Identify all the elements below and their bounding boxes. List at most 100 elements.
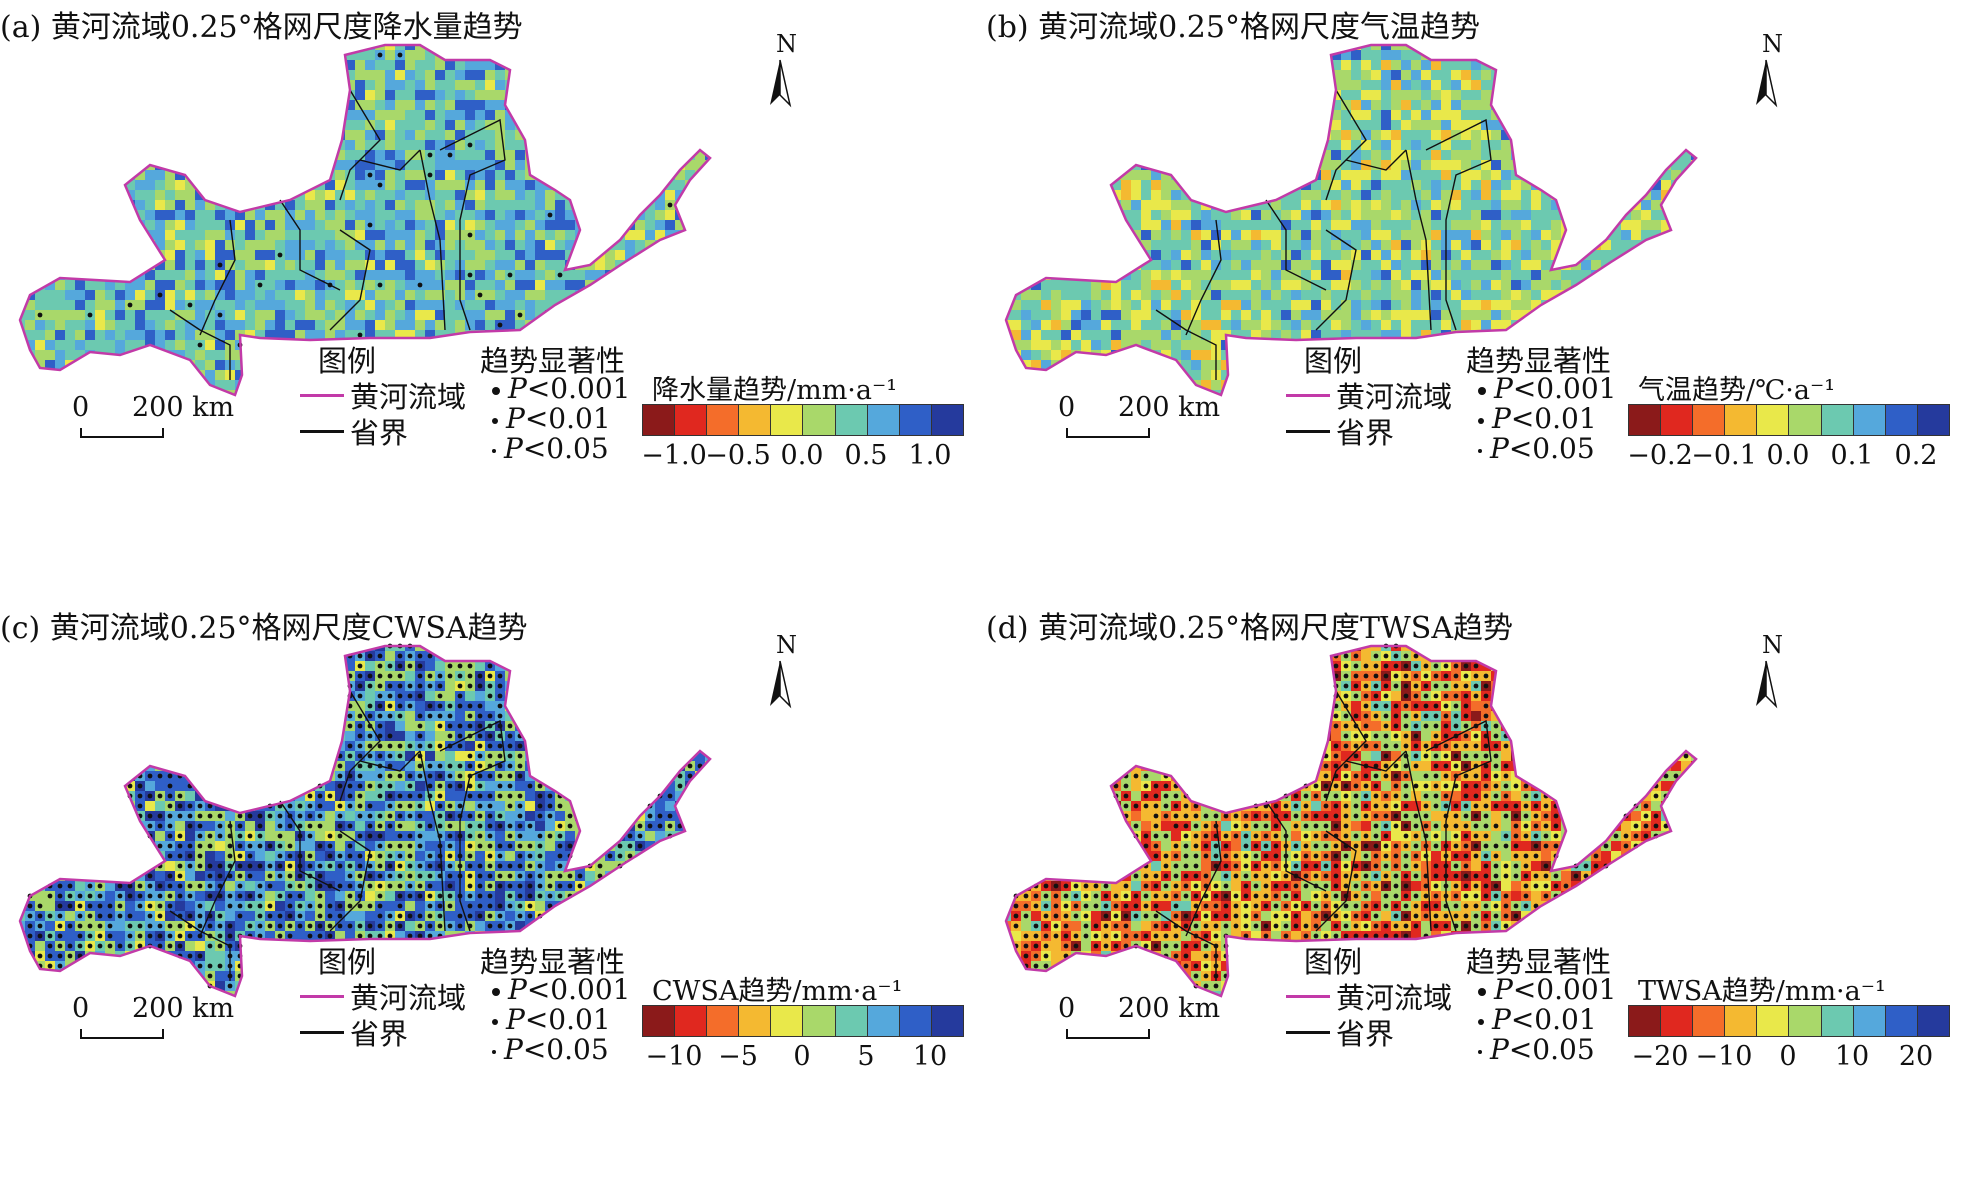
colorbar-swatch — [771, 405, 804, 435]
province-boundary — [339, 89, 381, 201]
colorbar-swatch — [835, 1006, 868, 1036]
colorbar-swatch — [1629, 1006, 1662, 1036]
significance-level-3: P<0.05 — [492, 1033, 609, 1066]
colorbar-swatch — [1885, 1006, 1918, 1036]
province-boundary — [279, 800, 341, 892]
north-label: N — [776, 30, 797, 58]
province-boundary — [1405, 750, 1432, 932]
panel-c: (c) 黄河流域0.25°格网尺度CWSA趋势 N 0 200 km 图例 黄河流域 省界… — [0, 601, 985, 1201]
colorbar-swatch — [1629, 405, 1662, 435]
province-boundary — [1155, 309, 1217, 380]
province-boundary — [1315, 229, 1357, 331]
province-boundary — [199, 219, 236, 336]
panel-a: (a) 黄河流域0.25°格网尺度降水量趋势 N 0 200 km 图例 黄河流域 省界趋… — [0, 0, 985, 600]
province-boundary — [1185, 219, 1222, 336]
legend-basin-item: 黄河流域 — [300, 374, 466, 416]
panel-title: (b) 黄河流域0.25°格网尺度气温趋势 — [986, 10, 1480, 45]
legend-title: 图例 — [318, 945, 377, 979]
north-label: N — [1762, 631, 1783, 659]
significance-level-2: P<0.01 — [492, 1003, 611, 1036]
basin-outline — [1004, 43, 1698, 397]
colorbar-tick-label: 0.2 — [1894, 440, 1938, 471]
colorbar-tick-label: 0.1 — [1830, 440, 1874, 471]
colorbar-swatch — [867, 405, 900, 435]
colorbar-swatch — [1885, 405, 1918, 435]
province-boundary — [279, 199, 341, 291]
north-arrow-icon — [1756, 59, 1778, 108]
significance-level-1: P<0.001 — [1478, 973, 1616, 1006]
colorbar-tick-label: 0.0 — [780, 440, 824, 471]
legend-title: 图例 — [318, 344, 377, 378]
colorbar-title: 气温趋势/℃·a⁻¹ — [1638, 375, 1836, 406]
basin-outline — [1004, 644, 1698, 998]
colorbar-swatch — [1725, 405, 1758, 435]
colorbar-swatch — [803, 1006, 836, 1036]
panel-title: (d) 黄河流域0.25°格网尺度TWSA趋势 — [986, 611, 1514, 646]
province-boundary — [359, 750, 421, 772]
panel-b: (b) 黄河流域0.25°格网尺度气温趋势 N 0 200 km 图例 黄河流域 省界 趋势… — [986, 0, 1971, 600]
colorbar-tick-label: 5 — [857, 1041, 875, 1072]
colorbar — [1628, 404, 1950, 436]
legend-province-item: 省界 — [1286, 1011, 1394, 1053]
colorbar-swatch — [1917, 1006, 1949, 1036]
colorbar-title: 降水量趋势/mm·a⁻¹ — [652, 375, 898, 406]
colorbar-tick-label: 1.0 — [908, 440, 952, 471]
province-boundary — [1185, 820, 1222, 937]
province-boundary — [359, 149, 421, 171]
colorbar-swatch — [835, 405, 868, 435]
colorbar-tick-label: 0 — [793, 1041, 811, 1072]
significance-level-3: P<0.05 — [1478, 1033, 1595, 1066]
panel-d: (d) 黄河流域0.25°格网尺度TWSA趋势 N 0 200 km 图例 黄河流域 省界… — [986, 601, 1971, 1201]
province-boundary — [419, 149, 446, 331]
colorbar-swatch — [1757, 405, 1790, 435]
colorbar-tick-label: 20 — [1898, 1041, 1934, 1072]
north-arrow-icon — [770, 660, 792, 709]
legend-title: 图例 — [1304, 344, 1363, 378]
colorbar — [642, 404, 964, 436]
significance-title: 趋势显著性 — [480, 945, 626, 979]
colorbar-swatch — [1821, 405, 1854, 435]
significance-level-2: P<0.01 — [1478, 402, 1597, 435]
province-boundary — [1265, 800, 1327, 892]
legend-title: 图例 — [1304, 945, 1363, 979]
colorbar-swatch — [707, 1006, 740, 1036]
colorbar-tick-label: −0.1 — [1691, 440, 1757, 471]
colorbar-tick-label: 0 — [1779, 1041, 1797, 1072]
colorbar-tick-label: 0.0 — [1766, 440, 1810, 471]
province-boundary — [329, 229, 371, 331]
province-boundary — [1405, 149, 1432, 331]
significance-level-1: P<0.001 — [492, 372, 630, 405]
basin-outline — [18, 43, 712, 397]
colorbar-title: TWSA趋势/mm·a⁻¹ — [1638, 976, 1886, 1007]
legend-basin-item: 黄河流域 — [300, 975, 466, 1017]
significance-level-1: P<0.001 — [1478, 372, 1616, 405]
significance-title: 趋势显著性 — [480, 344, 626, 378]
province-boundary — [1325, 89, 1367, 201]
panel-title: (c) 黄河流域0.25°格网尺度CWSA趋势 — [0, 611, 528, 646]
basin-map — [18, 43, 792, 397]
colorbar-swatch — [1661, 1006, 1694, 1036]
colorbar — [642, 1005, 964, 1037]
colorbar — [1628, 1005, 1950, 1037]
province-boundary — [439, 719, 506, 932]
north-arrow-icon — [1756, 660, 1778, 709]
colorbar-swatch — [675, 1006, 708, 1036]
province-boundary — [1425, 719, 1492, 932]
colorbar-swatch — [739, 405, 772, 435]
colorbar-swatch — [931, 1006, 963, 1036]
basin-map — [18, 643, 792, 998]
province-boundary — [329, 830, 371, 932]
colorbar-swatch — [1757, 1006, 1790, 1036]
basin-map — [1004, 43, 1778, 397]
colorbar-swatch — [1693, 1006, 1726, 1036]
colorbar-swatch — [1789, 405, 1822, 435]
colorbar-swatch — [1661, 405, 1694, 435]
colorbar-tick-label: 10 — [1834, 1041, 1870, 1072]
north-label: N — [776, 631, 797, 659]
province-boundary — [419, 750, 446, 932]
significance-level-2: P<0.01 — [492, 402, 611, 435]
basin-outline — [18, 644, 712, 998]
province-boundary — [439, 118, 506, 331]
legend-basin-item: 黄河流域 — [1286, 975, 1452, 1017]
colorbar-swatch — [1693, 405, 1726, 435]
